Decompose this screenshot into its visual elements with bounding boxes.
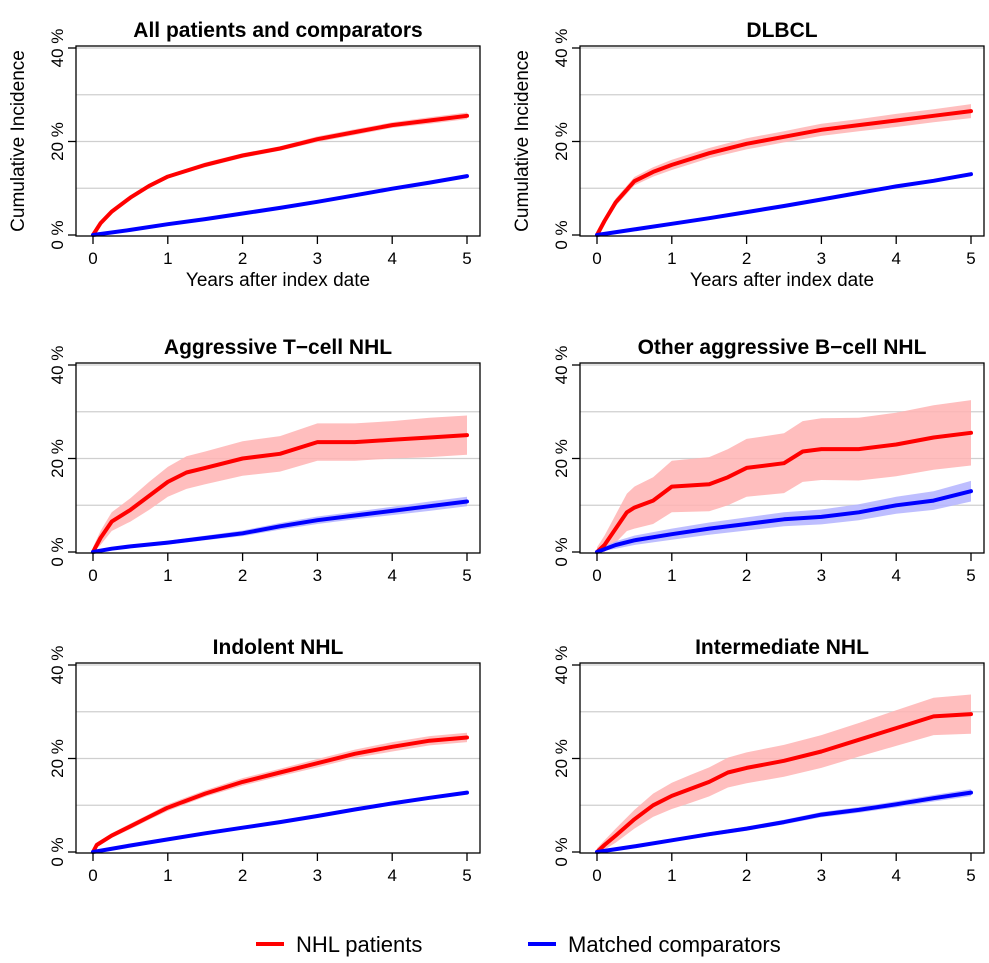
x-tick-label-3: 3 [817,866,826,885]
series-line-matched-comparators [595,489,973,554]
series-line-matched-comparators [91,790,469,854]
y-axis-label: Cumulative Incidence [512,50,533,232]
x-tick-label-0: 0 [592,866,601,885]
x-tick-label-4: 4 [891,566,900,585]
series-line-nhl-patients [595,109,973,237]
x-tick-label-0: 0 [88,866,97,885]
y-tick-label-40: 40 % [48,646,67,685]
series-line-matched-comparators [91,499,469,554]
y-tick-label-0: 0 % [48,537,67,566]
x-tick-label-1: 1 [667,866,676,885]
band-nhl-patients [93,415,467,552]
series-line-nhl-patients [91,433,469,554]
panel-aggressive-t-cell-nhl: 0 1 2 3 4 5 0 % 20 % 40 % Aggressive T−cell NHL [48,336,481,585]
panel-dlbcl: 0 1 2 3 4 5 0 % 20 % 40 % DLBCL Years after index … [512,19,985,291]
y-tick-label-20: 20 % [552,739,571,778]
x-tick-label-3: 3 [313,866,322,885]
chart-title: DLBCL [746,19,817,42]
x-tick-label-4: 4 [387,566,396,585]
x-tick-label-2: 2 [238,866,247,885]
x-tick-label-1: 1 [667,249,676,268]
y-tick-label-40: 40 % [552,646,571,685]
x-tick-label-2: 2 [238,566,247,585]
y-tick-label-40: 40 % [552,346,571,385]
x-tick-label-1: 1 [163,866,172,885]
x-tick-label-2: 2 [742,566,751,585]
y-tick-label-0: 0 % [552,837,571,866]
x-tick-label-5: 5 [966,566,975,585]
series-line-matched-comparators [595,172,973,237]
y-tick-label-0: 0 % [48,837,67,866]
band-nhl-patients [93,112,467,235]
chart-title: Other aggressive B−cell NHL [638,336,927,359]
x-tick-label-5: 5 [462,866,471,885]
x-tick-label-0: 0 [592,566,601,585]
x-tick-label-2: 2 [742,866,751,885]
series-line-nhl-patients [91,113,469,237]
x-tick-label-3: 3 [817,566,826,585]
x-tick-label-4: 4 [891,249,900,268]
band-nhl-patients [597,400,971,552]
y-tick-label-40: 40 % [552,29,571,68]
x-tick-label-0: 0 [88,249,97,268]
legend-label-matched-comparators: Matched comparators [568,932,781,957]
legend-label-nhl-patients: NHL patients [296,932,422,957]
y-tick-label-0: 0 % [552,220,571,249]
y-tick-label-0: 0 % [48,220,67,249]
x-tick-label-5: 5 [966,249,975,268]
chart-title: Intermediate NHL [695,636,869,659]
x-tick-label-0: 0 [592,249,601,268]
chart-title: Aggressive T−cell NHL [164,336,392,359]
y-tick-label-20: 20 % [48,439,67,478]
y-axis-label: Cumulative Incidence [8,50,29,232]
series-line-nhl-patients [595,430,973,554]
x-tick-label-5: 5 [462,249,471,268]
x-axis-label: Years after index date [690,270,874,291]
x-tick-label-1: 1 [667,566,676,585]
y-tick-label-20: 20 % [552,439,571,478]
x-tick-label-4: 4 [387,249,396,268]
y-tick-label-20: 20 % [552,122,571,161]
panel-other-aggressive-b-cell-nhl: 0 1 2 3 4 5 0 % 20 % 40 % Other aggressive B−cell… [552,336,985,585]
x-tick-label-3: 3 [313,249,322,268]
chart-title: Indolent NHL [213,636,344,659]
series-line-nhl-patients [91,735,469,854]
x-tick-label-1: 1 [163,566,172,585]
x-tick-label-0: 0 [88,566,97,585]
series-line-matched-comparators [91,174,469,237]
series-line-nhl-patients [595,712,973,854]
x-tick-label-4: 4 [387,866,396,885]
x-tick-label-3: 3 [313,566,322,585]
x-tick-label-2: 2 [742,249,751,268]
x-axis-label: Years after index date [186,270,370,291]
panel-indolent-nhl: 0 1 2 3 4 5 0 % 20 % 40 % Indolent NHL [48,636,481,885]
band-nhl-patients [93,732,467,852]
series-line-matched-comparators [595,790,973,854]
chart-panels: 0 1 2 3 4 50 %20 %40 % All patients and compar… [8,19,985,885]
band-nhl-patients [597,694,971,852]
y-tick-label-20: 20 % [48,122,67,161]
panel-all-patients-and-comparators: 0 1 2 3 4 5 0 % 20 % 40 % All patients and compar… [8,19,481,291]
band-nhl-patients [597,104,971,235]
x-tick-label-5: 5 [966,866,975,885]
chart-title: All patients and comparators [133,19,422,42]
legend: NHL patients Matched comparators [256,932,781,957]
x-tick-label-3: 3 [817,249,826,268]
x-tick-label-2: 2 [238,249,247,268]
x-tick-label-1: 1 [163,249,172,268]
band-matched-comparators [597,480,971,552]
x-tick-label-5: 5 [462,566,471,585]
x-tick-label-4: 4 [891,866,900,885]
y-tick-label-40: 40 % [48,29,67,68]
y-tick-label-20: 20 % [48,739,67,778]
y-tick-label-40: 40 % [48,346,67,385]
y-tick-label-0: 0 % [552,537,571,566]
panel-intermediate-nhl: 0 1 2 3 4 5 0 % 20 % 40 % Intermediate NHL [552,636,985,885]
